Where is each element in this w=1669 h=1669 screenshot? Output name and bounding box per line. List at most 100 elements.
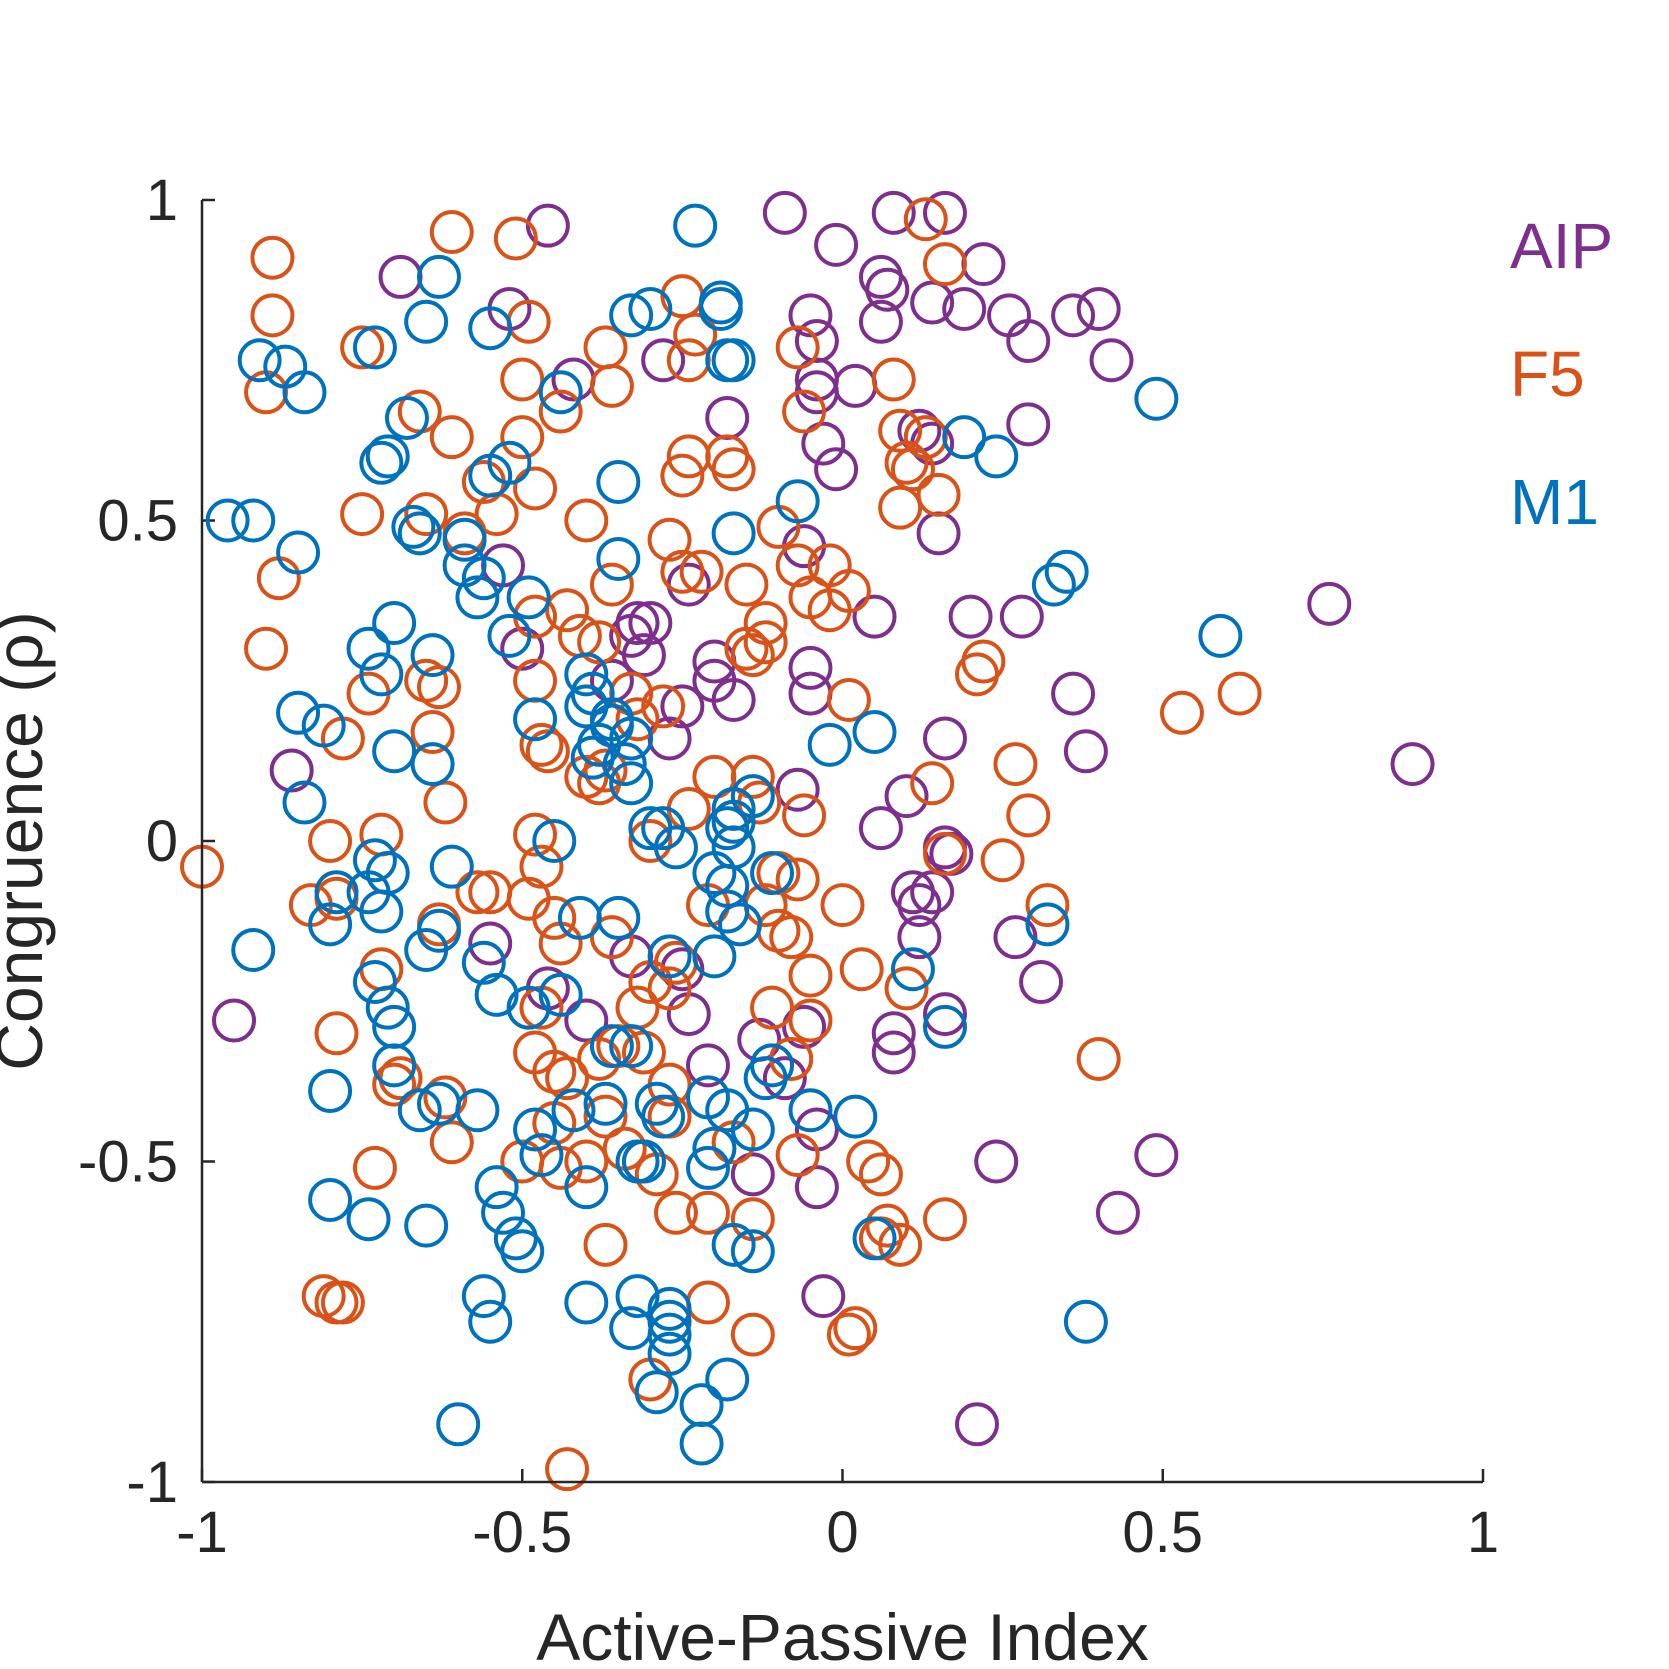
data-point (615, 985, 660, 1030)
data-point (1025, 883, 1070, 928)
data-point (250, 293, 295, 338)
data-point (538, 389, 583, 434)
data-point (1019, 960, 1064, 1005)
data-point (1031, 562, 1076, 607)
data-point (468, 921, 513, 966)
data-point (711, 511, 756, 556)
data-point (653, 825, 698, 870)
data-point (1390, 742, 1435, 787)
data-point (545, 1447, 590, 1492)
data-point (922, 242, 967, 287)
data-point (987, 293, 1032, 338)
data-point (871, 1030, 916, 1075)
data-point (352, 1145, 397, 1190)
data-point (846, 1139, 891, 1184)
data-point (583, 1222, 628, 1267)
data-point (750, 985, 795, 1030)
data-point (404, 492, 449, 537)
data-point (788, 671, 833, 716)
data-point (231, 927, 276, 972)
data-point (564, 1165, 609, 1210)
data-point (372, 729, 417, 774)
data-point (647, 966, 692, 1011)
data-point (589, 562, 634, 607)
data-point (743, 620, 788, 665)
data-point (833, 363, 878, 408)
data-point (500, 626, 545, 671)
data-point (404, 299, 449, 344)
data-point (705, 889, 750, 934)
data-point (615, 1274, 660, 1319)
data-point (397, 1088, 442, 1133)
data-point (666, 786, 711, 831)
data-point (308, 902, 353, 947)
series-m1 (205, 203, 1243, 1466)
data-point (666, 992, 711, 1037)
data-point (910, 761, 955, 806)
data-point (423, 780, 468, 825)
data-point (468, 1299, 513, 1344)
data-point (545, 1056, 590, 1101)
data-point (730, 1152, 775, 1197)
data-point (455, 1088, 500, 1133)
data-point (276, 530, 321, 575)
data-point (814, 222, 859, 267)
data-point (436, 1402, 481, 1447)
data-point (256, 556, 301, 601)
data-point (910, 280, 955, 325)
data-point (429, 415, 474, 460)
data-point (807, 588, 852, 633)
data-point (878, 1222, 923, 1267)
x-axis-title: Active-Passive Index (536, 1600, 1149, 1669)
data-point (410, 633, 455, 678)
data-point (1044, 549, 1089, 594)
data-point (570, 735, 615, 780)
data-point (884, 966, 929, 1011)
data-point (871, 190, 916, 235)
data-point (750, 851, 795, 896)
data-point (673, 312, 718, 357)
data-point (493, 216, 538, 261)
data-point (378, 254, 423, 299)
data-point (308, 1177, 353, 1222)
data-point (532, 895, 577, 940)
data-point (416, 1081, 461, 1126)
data-point (314, 870, 359, 915)
data-point (410, 710, 455, 755)
data-point (596, 895, 641, 940)
data-point (250, 235, 295, 280)
data-point (474, 972, 519, 1017)
data-point (711, 677, 756, 722)
data-point (410, 742, 455, 787)
data-point (705, 1357, 750, 1402)
data-point (282, 780, 327, 825)
data-point (237, 338, 282, 383)
data-point (564, 652, 609, 697)
data-point (858, 806, 903, 851)
data-point (404, 658, 449, 703)
data-point (1198, 613, 1243, 658)
data-point (718, 902, 763, 947)
data-point (730, 1312, 775, 1357)
y-tick-label: -1 (126, 1450, 178, 1515)
data-point (692, 851, 737, 896)
data-point (794, 1165, 839, 1210)
data-point (352, 838, 397, 883)
data-point (628, 819, 673, 863)
data-point (384, 395, 429, 440)
data-point (628, 286, 673, 331)
data-point (942, 286, 987, 331)
data-point (666, 434, 711, 479)
data-point (455, 870, 500, 915)
data-point (372, 1043, 417, 1088)
data-point (711, 799, 756, 844)
data-point (711, 338, 756, 383)
data-point (871, 357, 916, 402)
data-point (980, 838, 1025, 883)
data-point (878, 408, 923, 453)
data-point (314, 1280, 359, 1325)
data-point (871, 1011, 916, 1056)
data-point (596, 460, 641, 505)
data-point (455, 575, 500, 620)
data-point (212, 998, 257, 1043)
